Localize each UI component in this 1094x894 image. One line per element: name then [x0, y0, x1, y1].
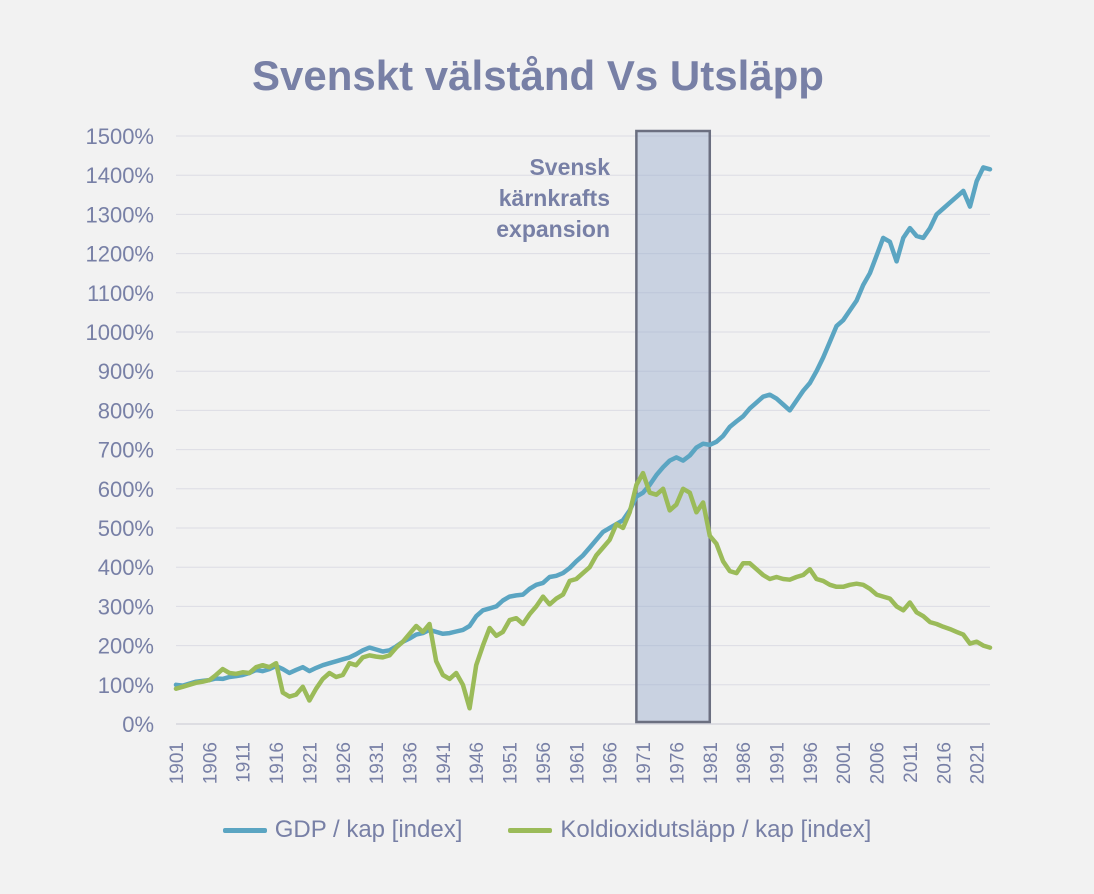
chart-legend: GDP / kap [index] Koldioxidutsläpp / kap…: [0, 816, 1094, 844]
x-tick-label: 1981: [701, 742, 722, 784]
x-tick-label: 1916: [267, 742, 288, 784]
x-tick-label: 1931: [367, 742, 388, 784]
x-tick-label: 1996: [801, 742, 822, 784]
legend-item-co2: Koldioxidutsläpp / kap [index]: [508, 816, 871, 844]
y-tick-label: 1000%: [85, 320, 154, 345]
y-tick-label: 100%: [98, 673, 154, 698]
x-tick-label: 1936: [401, 742, 422, 784]
y-tick-label: 500%: [98, 516, 154, 541]
legend-swatch-gdp: [222, 827, 267, 833]
x-tick-label: 1901: [167, 742, 188, 784]
annotation-label: expansion: [496, 216, 610, 242]
legend-swatch-co2: [508, 827, 553, 833]
y-tick-label: 0%: [122, 712, 154, 737]
y-tick-label: 200%: [98, 634, 154, 659]
legend-label-gdp: GDP / kap [index]: [274, 816, 463, 843]
y-tick-label: 1500%: [85, 124, 154, 149]
x-tick-label: 1906: [200, 742, 221, 784]
y-tick-label: 1200%: [85, 242, 154, 267]
x-tick-label: 1911: [234, 742, 255, 783]
series-line-gdp: [173, 165, 993, 688]
legend-label-co2: Koldioxidutsläpp / kap [index]: [560, 816, 872, 843]
x-tick-label: 1966: [601, 742, 622, 784]
x-tick-label: 1956: [534, 742, 555, 784]
y-tick-label: 700%: [98, 438, 154, 463]
x-tick-label: 2011: [901, 742, 922, 783]
annotation-label: Svensk: [529, 154, 610, 180]
y-tick-label: 600%: [98, 477, 154, 502]
x-tick-label: 2016: [934, 742, 955, 784]
y-tick-label: 300%: [98, 594, 154, 619]
x-tick-label: 1921: [300, 742, 321, 784]
legend-item-gdp: GDP / kap [index]: [222, 816, 463, 844]
x-tick-label: 1976: [667, 742, 688, 784]
x-tick-label: 2006: [868, 742, 889, 784]
y-tick-label: 1400%: [85, 163, 154, 188]
x-tick-label: 1941: [434, 742, 455, 784]
highlight-band: [635, 129, 712, 724]
annotation-label: kärnkrafts: [499, 185, 610, 211]
x-tick-label: 1961: [567, 742, 588, 784]
x-tick-label: 2021: [968, 742, 989, 784]
x-tick-label: 1951: [501, 742, 522, 784]
x-tick-label: 1991: [767, 742, 788, 784]
y-tick-label: 800%: [98, 398, 154, 423]
y-tick-label: 1300%: [85, 202, 154, 227]
y-tick-label: 900%: [98, 359, 154, 384]
x-tick-label: 1986: [734, 742, 755, 784]
x-tick-label: 2001: [834, 742, 855, 784]
chart-title: Svenskt välstånd Vs Utsläpp: [252, 52, 824, 99]
series-line-co2: [173, 470, 993, 711]
y-tick-label: 400%: [98, 555, 154, 580]
x-tick-label: 1946: [467, 742, 488, 784]
x-tick-label: 1926: [334, 742, 355, 784]
y-tick-label: 1100%: [87, 281, 154, 306]
x-tick-label: 1971: [634, 742, 655, 784]
